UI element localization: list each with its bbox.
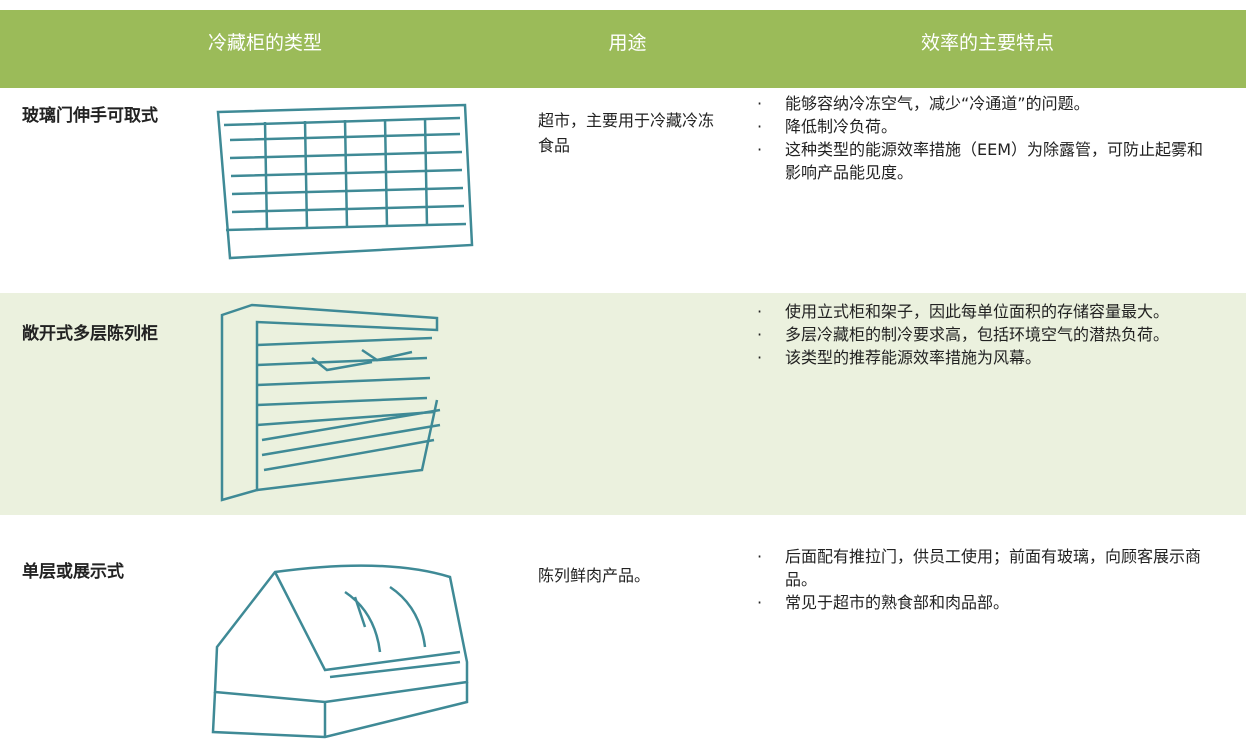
feature-list: 使用立式柜和架子，因此每单位面积的存储容量最大。 多层冷藏柜的制冷要求高，包括环… bbox=[757, 300, 1217, 369]
feature: 后面配有推拉门，供员工使用；前面有玻璃，向顾客展示商品。 bbox=[757, 545, 1217, 591]
cabinet-type: 敞开式多层陈列柜 bbox=[22, 324, 158, 344]
column-header: 冷藏柜的类型 bbox=[207, 32, 322, 54]
feature-list: 能够容纳冷冻空气，减少“冷通道”的问题。 降低制冷负荷。 这种类型的能源效率措施… bbox=[757, 92, 1217, 184]
feature: 降低制冷负荷。 bbox=[757, 115, 1217, 138]
column-header: 效率的主要特点 bbox=[920, 32, 1054, 54]
cabinet-use: 超市，主要用于冷藏冷冻食品 bbox=[538, 111, 715, 155]
feature: 常见于超市的熟食部和肉品部。 bbox=[757, 591, 1217, 614]
header-bar bbox=[0, 10, 1246, 88]
multi-deck-cabinet-image bbox=[220, 303, 441, 502]
feature-list: 后面配有推拉门，供员工使用；前面有玻璃，向顾客展示商品。 常见于超市的熟食部和肉… bbox=[757, 545, 1217, 614]
feature: 多层冷藏柜的制冷要求高，包括环境空气的潜热负荷。 bbox=[757, 323, 1217, 346]
feature: 使用立式柜和架子，因此每单位面积的存储容量最大。 bbox=[757, 300, 1217, 323]
feature: 该类型的推荐能源效率措施为风幕。 bbox=[757, 346, 1217, 369]
cabinet-use: 陈列鲜肉产品。 bbox=[538, 566, 651, 585]
glass-door-cabinet-image bbox=[216, 103, 474, 260]
column-header: 用途 bbox=[608, 32, 647, 54]
cabinet-type: 玻璃门伸手可取式 bbox=[22, 106, 158, 126]
display-case-image bbox=[211, 564, 469, 739]
feature: 能够容纳冷冻空气，减少“冷通道”的问题。 bbox=[757, 92, 1217, 115]
feature: 这种类型的能源效率措施（EEM）为除露管，可防止起雾和影响产品能见度。 bbox=[757, 138, 1217, 184]
cabinet-type: 单层或展示式 bbox=[22, 562, 124, 582]
